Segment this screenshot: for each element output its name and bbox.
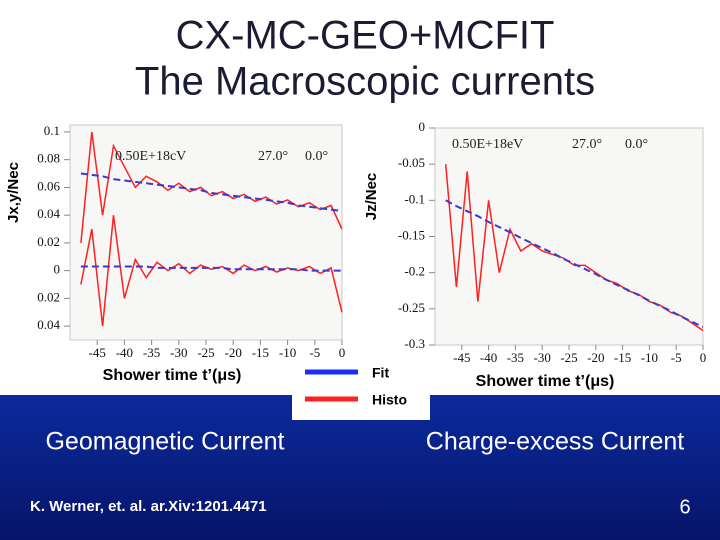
histo-line: [80, 215, 343, 327]
x-tick-label: -5: [671, 350, 682, 365]
legend-label: Histo: [372, 392, 407, 408]
x-tick-label: -10: [641, 350, 658, 365]
y-tick-label: 0.08: [37, 151, 60, 166]
y-axis-label: Jz/Nec: [363, 173, 380, 221]
y-axis-label: Jx,y/Nec: [5, 162, 22, 223]
annotation: 0.0°: [625, 137, 648, 152]
y-tick-label: 0.04: [37, 317, 60, 332]
x-tick-label: -20: [225, 345, 242, 360]
y-tick-label: 0.02: [37, 234, 60, 249]
x-tick-label: -45: [453, 350, 470, 365]
y-tick-label: -0.25: [398, 300, 425, 315]
histo-line: [444, 164, 704, 332]
y-tick-label: 0.04: [37, 206, 60, 221]
x-tick-label: -45: [89, 345, 106, 360]
annotation: 0.50E+18cV: [115, 149, 186, 164]
y-tick-label: 0.02: [37, 289, 60, 304]
annotation: 27.0°: [258, 149, 288, 164]
annotation: 27.0°: [572, 137, 602, 152]
y-tick-label: -0.1: [404, 191, 425, 206]
caption: Geomagnetic Current: [45, 428, 284, 456]
x-tick-label: 0: [339, 345, 346, 360]
plot-area: [434, 127, 704, 346]
x-axis-label: Shower time t’(μs): [476, 373, 615, 390]
x-tick-label: -40: [116, 345, 133, 360]
legend-label: Fit: [372, 365, 389, 381]
annotation: 0.50E+18eV: [452, 137, 523, 152]
y-tick-label: -0.3: [404, 336, 425, 351]
y-tick-label: -0.05: [398, 155, 425, 170]
x-tick-label: -30: [170, 345, 187, 360]
y-tick-label: -0.15: [398, 227, 425, 242]
x-tick-label: -10: [279, 345, 296, 360]
x-axis-label: Shower time t’(μs): [103, 367, 242, 384]
x-tick-label: -20: [587, 350, 604, 365]
title-line: The Macroscopic currents: [135, 60, 595, 104]
x-tick-label: 0: [700, 350, 707, 365]
fit-line: [445, 199, 704, 328]
y-tick-label: 0: [54, 262, 61, 277]
x-tick-label: -35: [143, 345, 160, 360]
x-tick-label: -15: [614, 350, 631, 365]
x-tick-label: -30: [534, 350, 551, 365]
y-tick-label: 0.1: [44, 123, 60, 138]
caption: Charge-excess Current: [426, 428, 684, 456]
x-tick-label: -25: [197, 345, 214, 360]
plot-area: [69, 124, 343, 341]
title-line: CX-MC-GEO+MCFIT: [176, 14, 555, 58]
fit-line: [80, 172, 343, 212]
x-tick-label: -35: [507, 350, 524, 365]
page-number: 6: [679, 496, 690, 518]
y-tick-label: -0.2: [404, 264, 425, 279]
x-tick-label: -5: [309, 345, 320, 360]
x-tick-label: -40: [480, 350, 497, 365]
y-tick-label: 0.06: [37, 178, 60, 193]
annotation: 0.0°: [305, 149, 328, 164]
citation: K. Werner, et. al. ar.Xiv:1201.4471: [30, 498, 267, 515]
x-tick-label: -15: [252, 345, 269, 360]
histo-line: [80, 131, 343, 243]
y-tick-label: 0: [419, 119, 426, 134]
legend-box: [292, 358, 430, 420]
x-tick-label: -25: [560, 350, 577, 365]
